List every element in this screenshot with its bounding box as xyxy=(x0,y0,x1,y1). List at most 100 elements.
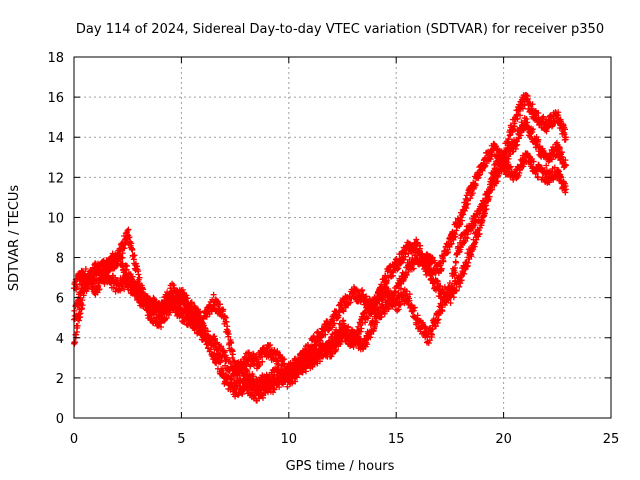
data-point xyxy=(357,328,364,335)
data-point xyxy=(530,158,537,165)
data-point xyxy=(207,346,214,353)
x-tick-label: 5 xyxy=(177,432,185,447)
data-point xyxy=(225,331,232,338)
data-point xyxy=(540,113,547,120)
data-point xyxy=(467,195,474,202)
data-point xyxy=(447,241,454,248)
data-point xyxy=(464,200,471,207)
data-point xyxy=(507,163,514,170)
data-point xyxy=(134,282,141,289)
data-point xyxy=(511,123,518,130)
data-point xyxy=(434,319,441,326)
data-point xyxy=(514,141,521,148)
data-point xyxy=(340,308,347,315)
data-point xyxy=(179,293,186,300)
data-point xyxy=(394,307,401,314)
data-point xyxy=(284,383,291,390)
data-point xyxy=(486,193,493,200)
data-point xyxy=(161,301,168,308)
data-point xyxy=(203,341,210,348)
data-point xyxy=(437,283,444,290)
data-point xyxy=(310,334,317,341)
data-point xyxy=(465,259,472,266)
data-point xyxy=(218,343,225,350)
data-point xyxy=(392,289,399,296)
data-point xyxy=(476,171,483,178)
y-tick-label: 4 xyxy=(56,332,64,347)
y-tick-label: 16 xyxy=(47,91,64,106)
data-point xyxy=(259,358,266,365)
data-point xyxy=(529,129,536,136)
data-point xyxy=(517,112,524,119)
data-point xyxy=(544,124,551,131)
data-point xyxy=(239,391,246,398)
data-point xyxy=(562,162,569,169)
data-point xyxy=(260,394,267,401)
data-point xyxy=(222,314,229,321)
data-point xyxy=(210,291,217,298)
data-point xyxy=(406,297,413,304)
data-point xyxy=(381,294,388,301)
data-point xyxy=(77,295,84,302)
x-tick-label: 15 xyxy=(388,432,405,447)
data-point xyxy=(562,134,569,141)
data-point xyxy=(333,308,340,315)
data-point xyxy=(220,306,227,313)
data-point xyxy=(383,277,390,284)
data-point xyxy=(397,301,404,308)
data-point xyxy=(74,283,81,290)
data-point xyxy=(452,233,459,240)
data-point xyxy=(331,320,338,327)
data-point xyxy=(458,277,465,284)
plot-frame xyxy=(73,56,612,419)
data-point xyxy=(463,205,470,212)
data-point xyxy=(79,286,86,293)
data-point xyxy=(410,307,417,314)
data-point xyxy=(483,202,490,209)
data-point xyxy=(76,317,83,324)
data-point xyxy=(440,258,447,265)
data-point xyxy=(446,293,453,300)
data-point xyxy=(406,291,413,298)
data-point xyxy=(476,230,483,237)
data-point xyxy=(228,339,235,346)
data-point xyxy=(223,318,230,325)
y-axis-label: SDTVAR / TECUs xyxy=(7,185,22,292)
data-point xyxy=(562,126,569,133)
y-tick-label: 8 xyxy=(56,252,64,267)
data-point xyxy=(350,343,357,350)
data-point xyxy=(74,322,81,329)
data-point xyxy=(212,335,219,342)
data-point xyxy=(344,327,351,334)
data-point xyxy=(481,163,488,170)
data-series xyxy=(71,92,569,404)
data-point xyxy=(207,339,214,346)
data-point xyxy=(132,260,139,267)
y-tick-label: 14 xyxy=(47,131,64,146)
data-point xyxy=(447,299,454,306)
data-point xyxy=(363,293,370,300)
data-point xyxy=(119,254,126,261)
data-point xyxy=(483,160,490,167)
data-point xyxy=(471,243,478,250)
data-point xyxy=(535,136,542,143)
data-point xyxy=(358,325,365,332)
data-point xyxy=(352,340,359,347)
data-point xyxy=(514,115,521,122)
data-point xyxy=(203,313,210,320)
data-point xyxy=(473,236,480,243)
data-point xyxy=(271,386,278,393)
data-point xyxy=(472,182,479,189)
data-point xyxy=(206,335,213,342)
data-point xyxy=(217,359,224,366)
data-point xyxy=(436,293,443,300)
data-point xyxy=(310,333,317,340)
data-point xyxy=(529,126,536,133)
data-point xyxy=(243,366,250,373)
series-track-3 xyxy=(71,150,569,404)
data-point xyxy=(125,226,132,233)
data-point xyxy=(472,239,479,246)
data-point xyxy=(163,315,170,322)
data-point xyxy=(350,336,357,343)
